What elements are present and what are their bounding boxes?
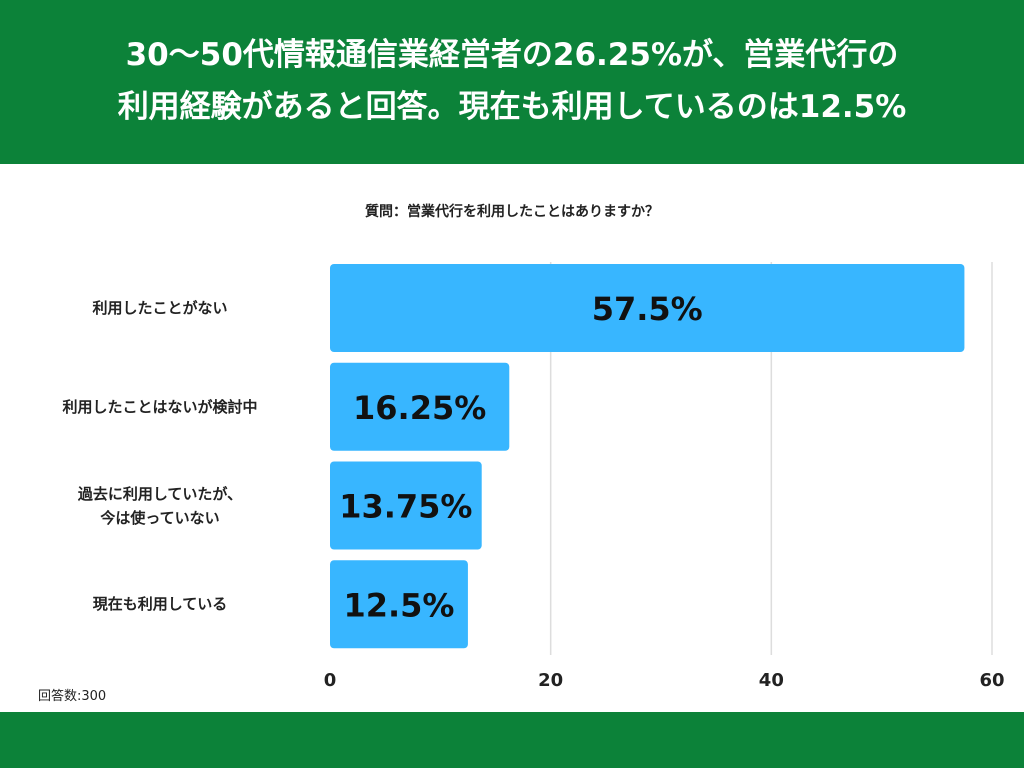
headline-line-1: 30〜50代情報通信業経営者の26.25%が、営業代行の — [125, 37, 899, 73]
category-label: 利用したことがない — [0, 296, 320, 320]
x-tick-label: 0 — [324, 670, 337, 691]
category-label-line: 現在も利用している — [92, 595, 228, 614]
header-banner: 30〜50代情報通信業経営者の26.25%が、営業代行の 利用経験があると回答。… — [0, 0, 1024, 164]
bar-value-label: 12.5% — [343, 586, 454, 624]
category-label-line: 利用したことがない — [92, 299, 228, 317]
bar — [330, 362, 510, 451]
bar-value-label: 13.75% — [339, 488, 472, 526]
bar — [330, 560, 468, 649]
headline-line-2: 利用経験があると回答。現在も利用しているのは12.5% — [117, 89, 907, 125]
survey-question: 質問：営業代行を利用したことはありますか？ — [365, 204, 659, 220]
bar-chart: 0 20 40 60 57.5% 16.25% 13.75% 12.5% — [324, 262, 1005, 691]
category-label-line: 今は使っていない — [100, 508, 220, 527]
respondent-count: 回答数:300 — [38, 689, 107, 704]
bar-value-label: 16.25% — [353, 389, 486, 427]
footer-banner — [0, 712, 1024, 768]
category-label-line: 利用したことはないが検討中 — [62, 397, 258, 416]
bar-value-label: 57.5% — [592, 290, 703, 328]
category-label: 利用したことはないが検討中 — [0, 395, 320, 419]
x-tick-label: 20 — [538, 670, 563, 691]
category-label: 現在も利用している — [0, 592, 320, 616]
x-tick-label: 40 — [759, 670, 784, 691]
bar — [330, 461, 482, 550]
category-label: 過去に利用していたが、 今は使っていない — [0, 482, 320, 530]
bar — [330, 264, 965, 352]
category-label-line: 過去に利用していたが、 — [77, 484, 243, 503]
x-tick-label: 60 — [979, 670, 1004, 691]
